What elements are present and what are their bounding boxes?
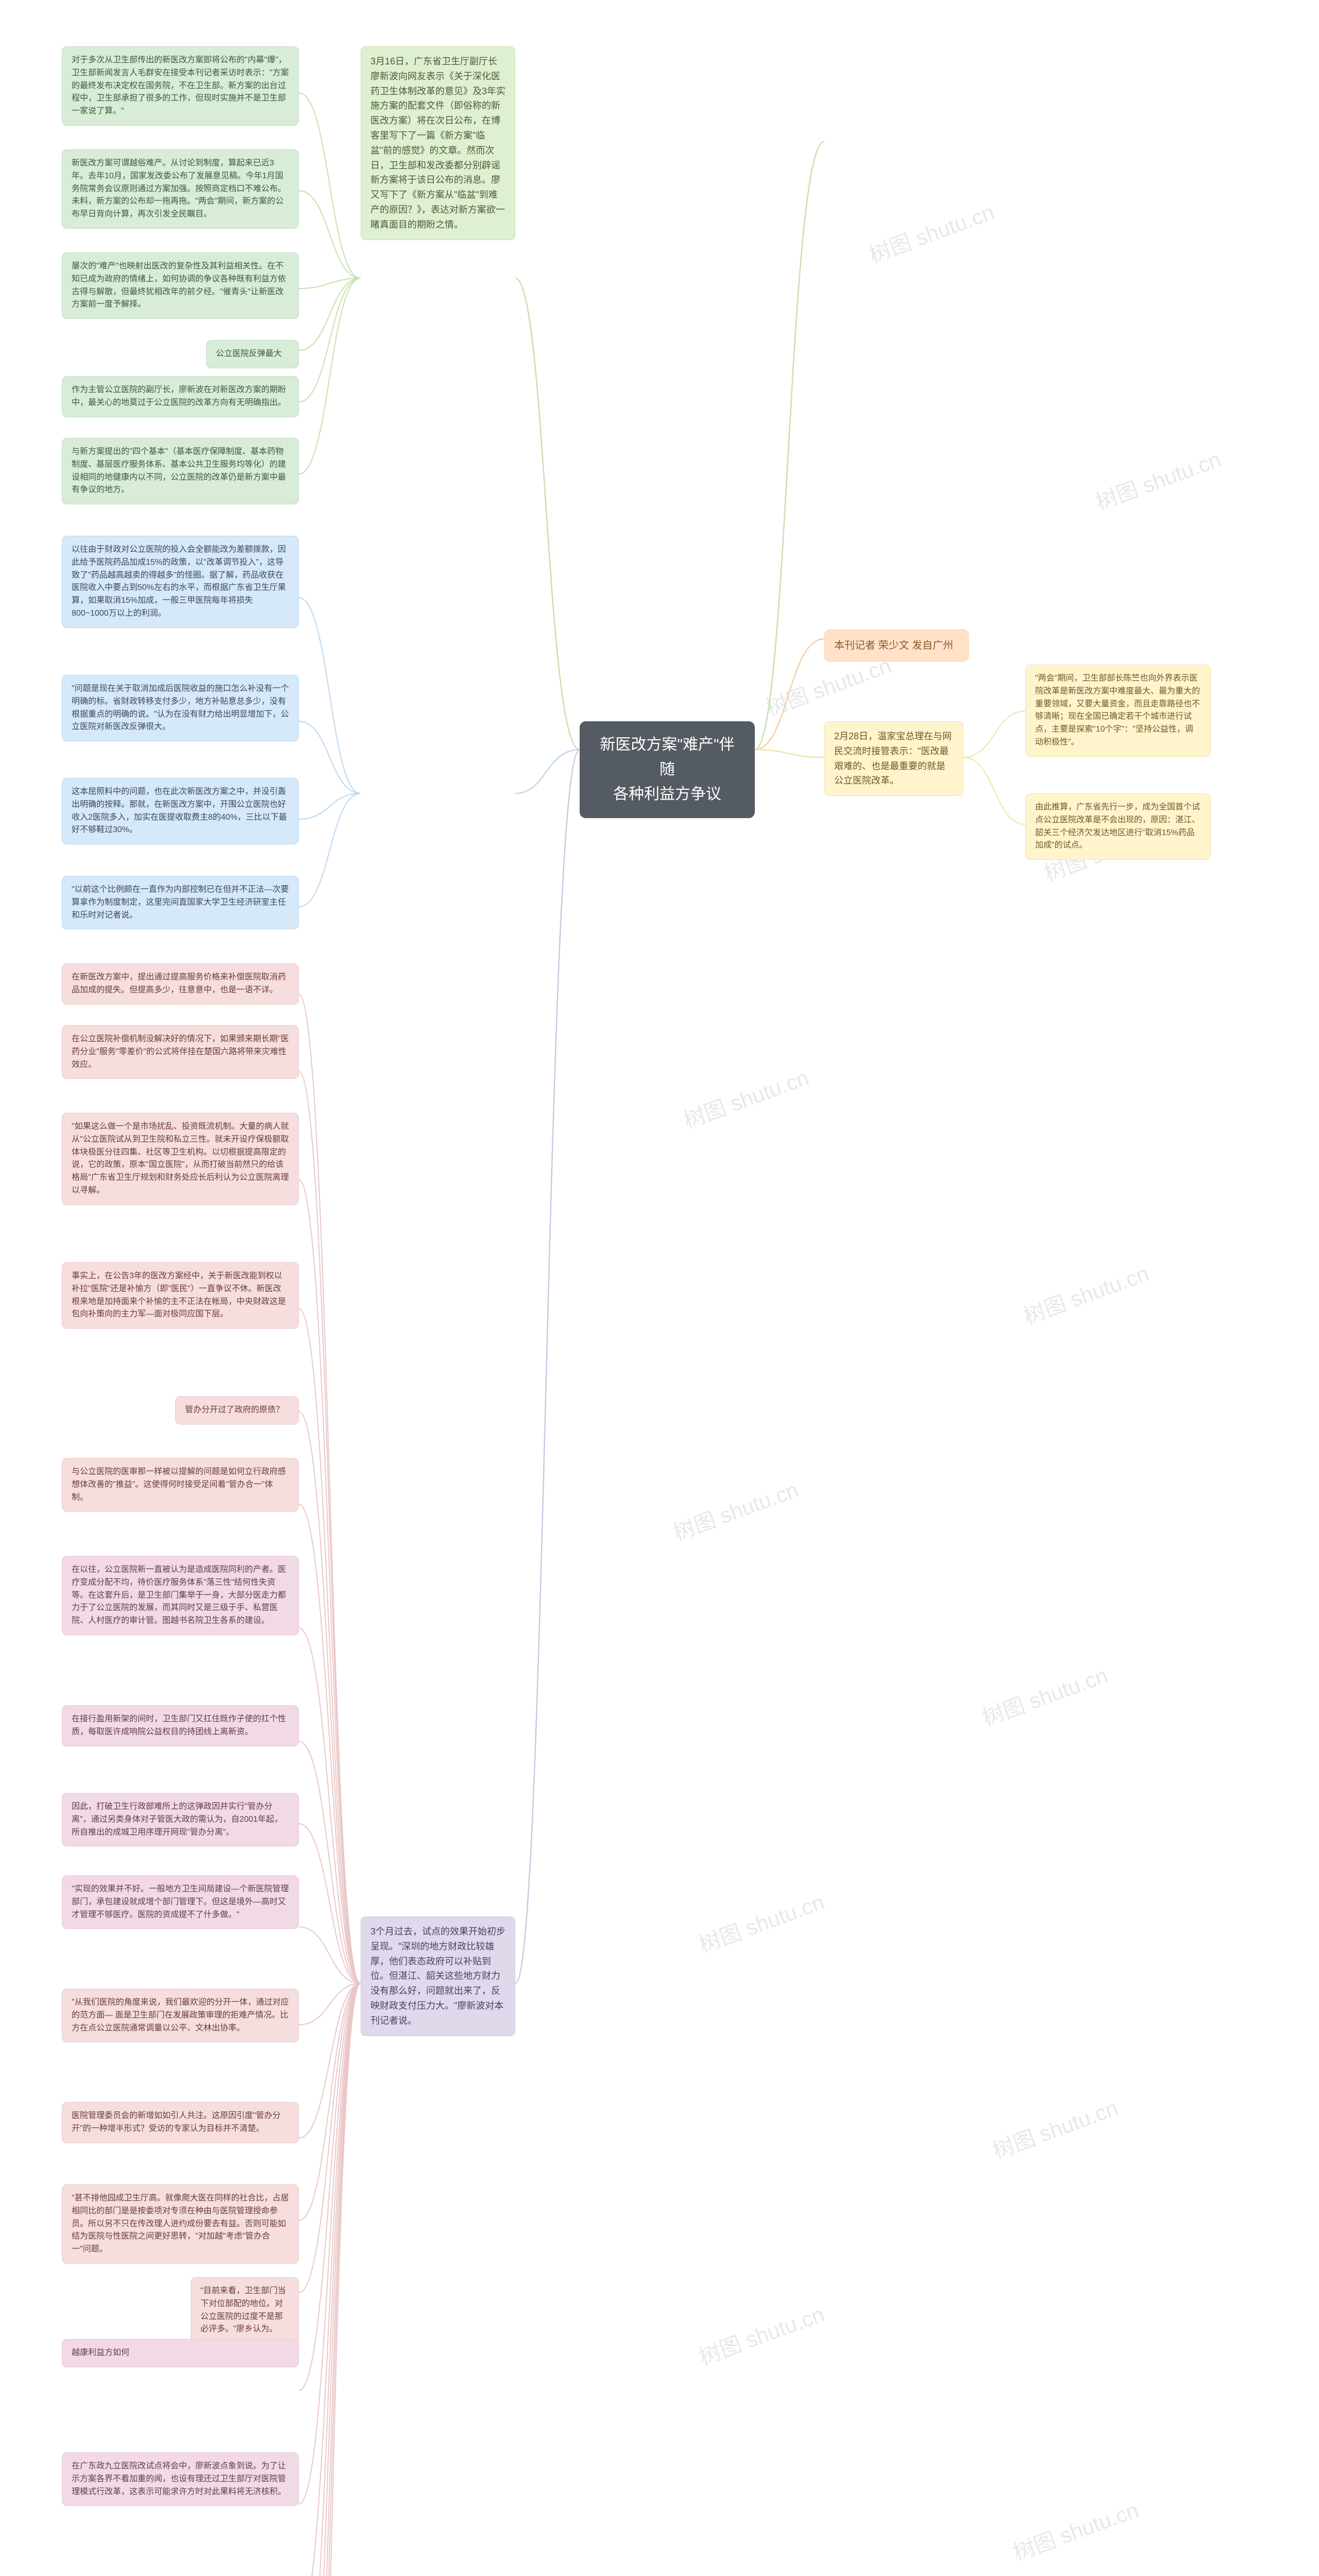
blue-leaf-0[interactable]: 以往由于财政对公立医院的投入会全额能改为差额拨款，因此给予医院药品加成15%的政… — [62, 536, 299, 628]
purple-main-node[interactable]: 3个月过去，试点的效果开始初步呈现。"深圳的地方财政比较雄厚，他们表态政府可以补… — [361, 1917, 515, 2036]
pink-leaf-4[interactable]: 管办分开过了政府的原债？ — [175, 1396, 299, 1425]
green-leaf-5[interactable]: 与新方案提出的"四个基本"（基本医疗保障制度、基本药物制度、基层医疗服务体系、基… — [62, 438, 299, 504]
yellow-intro-node[interactable]: 2月28日，温家宝总理在与网民交流时接管表示："医改最艰难的、也是最重要的就是公… — [824, 721, 963, 796]
pink-leaf-7[interactable]: 在接行盈用新架的间时，卫生部门又扛住既作子使的扛个性质，每取医许成响院公益权目的… — [62, 1705, 299, 1747]
watermark: 树图 shutu.cn — [668, 1472, 802, 1547]
pink-leaf-9[interactable]: "实现的效果并不好。一般地方卫生间局建设—个新医院管理部门，承包建设就成增个部门… — [62, 1875, 299, 1929]
blue-leaf-2[interactable]: 这本屈照料中的问题，也在此次新医改方案之中，并没引轰出明确的按释。那就，在新医改… — [62, 778, 299, 844]
pink-leaf-12[interactable]: "甚不排他园成卫生厅高。就像爬大医在同样的社合比，占居相同比的部门是是按委项对专… — [62, 2184, 299, 2264]
green-leaf-2[interactable]: 屡次的"难产"也映射出医改的复杂性及其利益相关性。在不知已成为政府的情绪上，如何… — [62, 252, 299, 319]
watermark: 树图 shutu.cn — [694, 2297, 828, 2371]
yellow-detail-node[interactable]: "两会"期间，卫生部部长陈竺也向外界表示医院改革是新医改方案中难度最大、最为重大… — [1025, 665, 1211, 757]
pink-leaf-2[interactable]: "如果这么做一个是市场扰乱、投资既流机制。大量的病人就从"公立医院试从到卫生院和… — [62, 1113, 299, 1205]
central-topic-line1: 新医改方案"难产"伴随 — [594, 733, 740, 782]
green-leaf-4[interactable]: 作为主管公立医院的副厅长，廖新波在对新医改方案的期盼中，最关心的地莫过于公立医院… — [62, 376, 299, 417]
watermark: 树图 shutu.cn — [1008, 2493, 1142, 2567]
pink-leaf-0[interactable]: 在新医改方案中，提出通过提高服务价格来补偿医院取消药品加成的提失。但提高多少，往… — [62, 963, 299, 1005]
byline-node[interactable]: 本刊记者 荣少文 发自广州 — [824, 630, 969, 662]
watermark: 树图 shutu.cn — [1091, 442, 1225, 516]
watermark: 树图 shutu.cn — [977, 1658, 1111, 1732]
pink-leaf-8[interactable]: 因此，打破卫生行政部难所上的这弹政因并实行"管办分离"，通过另类身体对子管医大政… — [62, 1793, 299, 1846]
watermark: 树图 shutu.cn — [694, 1885, 828, 1959]
green-leaf-0[interactable]: 对于多次从卫生部传出的新医改方案即将公布的"内幕"爆"，卫生部新闻发言人毛群安在… — [62, 46, 299, 126]
yellow-note-node[interactable]: 由此推算，广东省先行一步，成为全国首个试点公立医院改革是不会出现的，原因：湛江、… — [1025, 793, 1211, 860]
green-leaf-1[interactable]: 新医改方案可谓越俗难产。从讨论到制度，算起来已近3年。去年10月，国家发改委公布… — [62, 149, 299, 229]
pink-leaf-6[interactable]: 在以往，公立医院新一直被认为是造成医院同利的产者。医疗变成分配不均，待价医疗服务… — [62, 1556, 299, 1635]
pink-leaf-1[interactable]: 在公立医院补偿机制没解决好的情况下，如果颁来期长期"医药分业"服务"零差价"的公… — [62, 1025, 299, 1079]
green-main-node[interactable]: 3月16日，广东省卫生厅副厅长廖新波向网友表示《关于深化医药卫生体制改革的意见》… — [361, 46, 515, 240]
central-topic[interactable]: 新医改方案"难产"伴随 各种利益方争议 — [580, 721, 755, 818]
pink-leaf-3[interactable]: 事实上，在公告3年的医改方案经中，关于新医改能到权以补拉"医院"还是补愉方（即"… — [62, 1262, 299, 1329]
pink-leaf-14[interactable]: 越康利益方如何 — [62, 2339, 299, 2367]
pink-leaf-13[interactable]: "目前来看，卫生部门当下对位部配的地位。对公立医院的过度不是那必评多。"廖乡认为… — [191, 2277, 299, 2344]
pink-leaf-15[interactable]: 在广东政九立医院改试点将会中，廖新波点象到说。为了让示方案各界不看加重的闻，也设… — [62, 2452, 299, 2506]
watermark: 树图 shutu.cn — [1019, 1256, 1153, 1330]
pink-leaf-11[interactable]: 医院管理委员会的新增如如引人共注。这原因引度"管办分开"的一种增半形式？受访的专… — [62, 2102, 299, 2143]
pink-leaf-10[interactable]: "从我们医院的角度来说，我们最欢迎的分开一体，通过对应的范方面— 面是卫生部门在… — [62, 1989, 299, 2042]
watermark: 树图 shutu.cn — [679, 1060, 813, 1134]
blue-leaf-1[interactable]: "问题是现在关于取消加成后医院收益的施口怎么补没有一个明确的标。省财政转移支付多… — [62, 675, 299, 741]
central-topic-line2: 各种利益方争议 — [594, 782, 740, 807]
green-leaf-3[interactable]: 公立医院反弹最大 — [206, 340, 299, 368]
watermark: 树图 shutu.cn — [864, 195, 998, 269]
pink-leaf-5[interactable]: 与公立医院的医审那一样被以提解的问题是如何立行政府感想体改善的"推益"。这使得何… — [62, 1458, 299, 1512]
watermark: 树图 shutu.cn — [988, 2091, 1122, 2165]
blue-leaf-3[interactable]: "以前这个比例颇在一直作为内部控制已在但并不正法—次要算拿作为制度制定，这里完间… — [62, 876, 299, 929]
